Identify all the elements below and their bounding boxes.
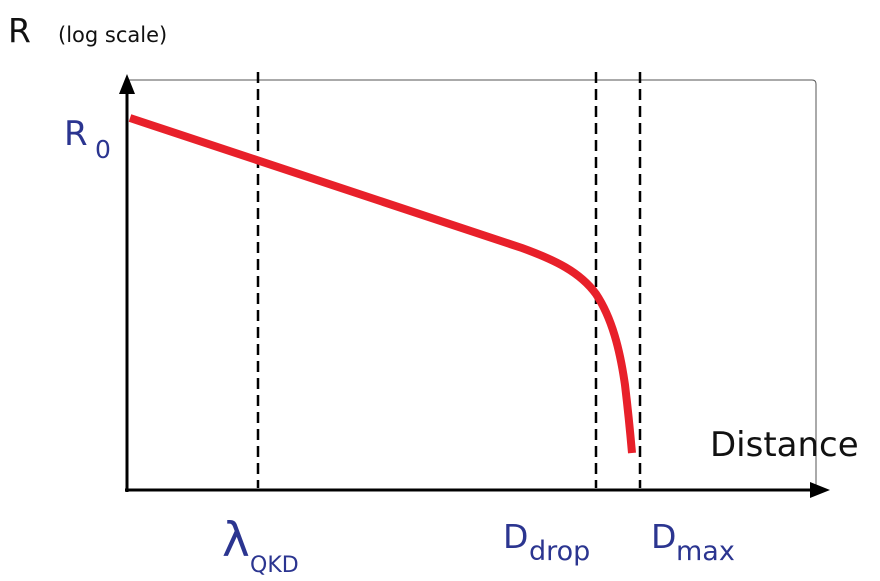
marker-main: λ bbox=[222, 513, 250, 568]
marker-label-d-drop: D drop bbox=[503, 517, 590, 567]
y-axis-arrow bbox=[119, 74, 135, 94]
x-axis-arrow bbox=[810, 482, 830, 498]
marker-sub: drop bbox=[529, 536, 590, 567]
marker-main: D bbox=[503, 517, 528, 556]
marker-label-d-max: D max bbox=[651, 517, 735, 567]
x-axis-title: Distance bbox=[710, 425, 859, 465]
rate-curve bbox=[128, 114, 636, 454]
marker-sub: max bbox=[676, 536, 735, 567]
marker-main: D bbox=[651, 517, 676, 556]
plot-frame bbox=[127, 79, 817, 488]
y-axis-scale-note: (log scale) bbox=[58, 23, 167, 47]
marker-sub: QKD bbox=[250, 553, 299, 578]
marker-label-lambda-qkd: λ QKD bbox=[222, 513, 299, 578]
y-axis-title: R bbox=[8, 11, 31, 50]
y-tick-sub: 0 bbox=[95, 135, 111, 164]
y-tick-main: R bbox=[64, 114, 88, 154]
y-tick-label-r0: R 0 bbox=[64, 114, 111, 164]
